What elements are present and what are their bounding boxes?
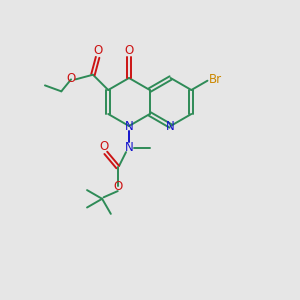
Text: N: N [166, 119, 175, 133]
Text: O: O [124, 44, 134, 57]
Text: N: N [124, 119, 134, 133]
Text: O: O [94, 44, 103, 57]
Text: N: N [124, 141, 134, 154]
Text: Br: Br [208, 73, 221, 86]
Text: O: O [114, 180, 123, 193]
Text: O: O [100, 140, 109, 153]
Text: O: O [66, 72, 76, 85]
